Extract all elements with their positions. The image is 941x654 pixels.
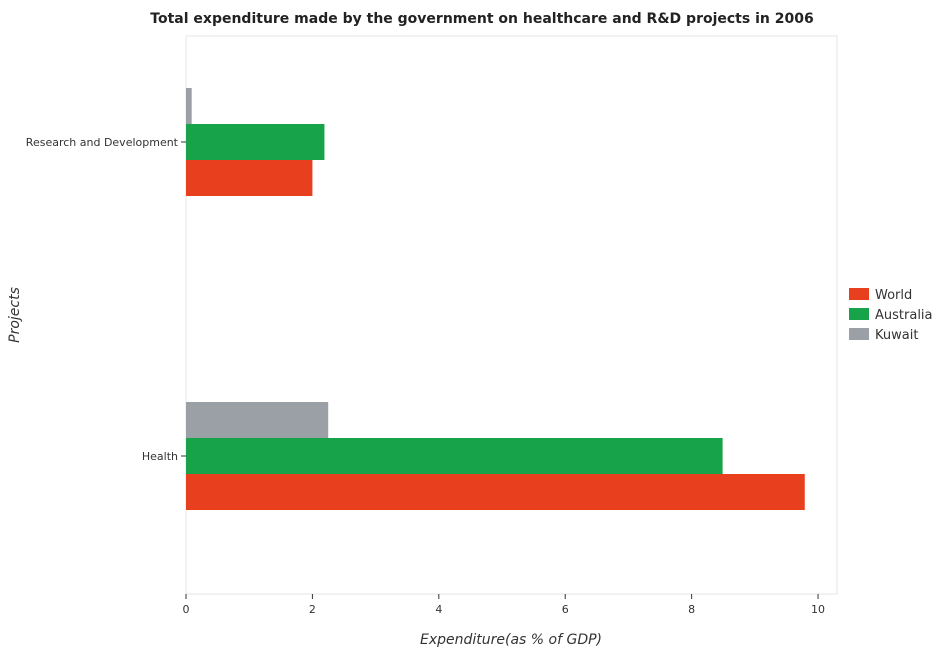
- x-tick-label: 8: [688, 603, 695, 616]
- bar-kuwait-health: [186, 402, 329, 438]
- legend-label-australia: Australia: [875, 308, 933, 323]
- legend-swatch-australia: [849, 308, 869, 320]
- chart-title: Total expenditure made by the government…: [150, 11, 813, 27]
- y-axis: Health Research and Development: [26, 136, 186, 463]
- legend-label-kuwait: Kuwait: [875, 328, 918, 343]
- y-axis-label: Projects: [7, 287, 23, 343]
- x-tick-label: 0: [183, 603, 190, 616]
- legend-swatch-world: [849, 288, 869, 300]
- bar-australia-research-and-development: [186, 124, 325, 160]
- x-axis-label: Expenditure(as % of GDP): [420, 632, 602, 648]
- x-axis: 0 2 4 6 8 10: [183, 594, 825, 616]
- legend: World Australia Kuwait: [849, 288, 933, 343]
- x-tick-label: 2: [309, 603, 316, 616]
- legend-label-world: World: [875, 288, 912, 303]
- x-tick-label: 6: [562, 603, 569, 616]
- bar-world-research-and-development: [186, 160, 313, 196]
- bar-kuwait-research-and-development: [186, 88, 192, 124]
- bars-layer: [186, 88, 805, 510]
- y-tick-label: Research and Development: [26, 136, 179, 149]
- x-tick-label: 4: [435, 603, 442, 616]
- x-tick-label: 10: [811, 603, 825, 616]
- bar-australia-health: [186, 438, 723, 474]
- plot-area-frame: [185, 35, 838, 595]
- bar-world-health: [186, 474, 805, 510]
- legend-swatch-kuwait: [849, 328, 869, 340]
- y-tick-label: Health: [142, 450, 178, 463]
